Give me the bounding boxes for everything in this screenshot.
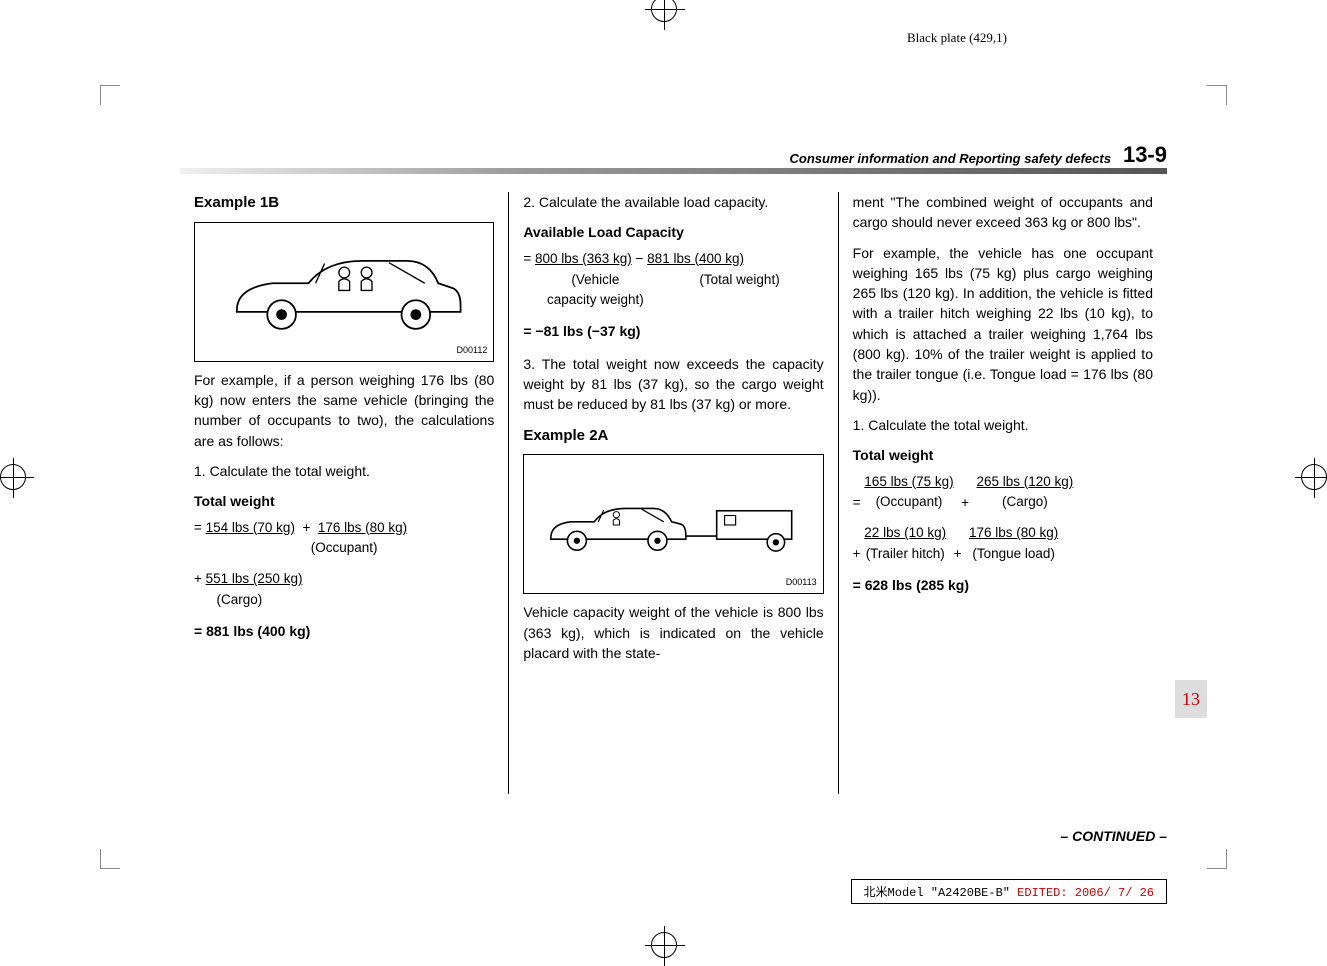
formula-line2: + 22 lbs (10 kg)(Trailer hitch) + 176 lb… <box>853 523 1153 565</box>
content-columns: Example 1B D00112 For example, if a pers… <box>180 192 1167 794</box>
car-trailer-icon <box>539 469 807 579</box>
plate-label: Black plate (429,1) <box>907 30 1007 46</box>
paragraph: ment "The combined weight of occupants a… <box>853 192 1153 233</box>
crop-mark-left <box>0 464 26 490</box>
formula-occupant: = 154 lbs (70 kg) + 176 lbs (80 kg) (Occ… <box>194 518 494 560</box>
example-2a-heading: Example 2A <box>523 425 823 447</box>
page-header: Consumer information and Reporting safet… <box>180 140 1167 168</box>
step: 1. Calculate the total weight. <box>853 415 1153 435</box>
column-3: ment "The combined weight of occupants a… <box>838 192 1167 794</box>
chapter-tab: 13 <box>1175 680 1207 718</box>
paragraph: Vehicle capacity weight of the vehicle i… <box>523 602 823 663</box>
illus-code: D00112 <box>456 344 487 357</box>
page-number: 13-9 <box>1123 142 1167 168</box>
crop-mark-right <box>1301 464 1327 490</box>
corner-br <box>1207 849 1227 869</box>
alc-label: Available Load Capacity <box>523 222 823 242</box>
footer-edited: EDITED: 2006/ 7/ 26 <box>1017 886 1154 900</box>
formula-line1: = 165 lbs (75 kg)(Occupant) + 265 lbs (1… <box>853 472 1153 514</box>
illustration-d00113: D00113 <box>523 454 823 594</box>
crop-mark-top <box>651 0 677 22</box>
corner-bl <box>100 849 120 869</box>
result-628: = 628 lbs (285 kg) <box>853 575 1153 595</box>
example-1b-heading: Example 1B <box>194 192 494 214</box>
result-neg81: = −81 lbs (−37 kg) <box>523 321 823 341</box>
total-weight-label: Total weight <box>853 445 1153 465</box>
step: 1. Calculate the total weight. <box>194 461 494 481</box>
corner-tr <box>1207 85 1227 105</box>
paragraph: For example, if a person weighing 176 lb… <box>194 370 494 451</box>
crop-mark-bottom <box>651 932 677 958</box>
formula-cargo: + 551 lbs (250 kg) (Cargo) <box>194 569 494 611</box>
column-1: Example 1B D00112 For example, if a pers… <box>180 192 508 794</box>
step: 2. Calculate the available load capacity… <box>523 192 823 212</box>
paragraph: 3. The total weight now exceeds the capa… <box>523 354 823 415</box>
total-weight-label: Total weight <box>194 491 494 511</box>
result-881: = 881 lbs (400 kg) <box>194 621 494 641</box>
corner-tl <box>100 85 120 105</box>
illustration-d00112: D00112 <box>194 222 494 362</box>
section-title: Consumer information and Reporting safet… <box>790 151 1111 168</box>
car-two-occupants-icon <box>210 237 478 347</box>
continued-label: – CONTINUED – <box>1060 828 1167 844</box>
column-2: 2. Calculate the available load capacity… <box>508 192 837 794</box>
footer-prefix: 北米Model "A2420BE-B" <box>864 886 1018 900</box>
footer-model-info: 北米Model "A2420BE-B" EDITED: 2006/ 7/ 26 <box>851 879 1167 904</box>
illus-code: D00113 <box>786 576 817 589</box>
paragraph: For example, the vehicle has one occupan… <box>853 243 1153 405</box>
formula-alc: = 800 lbs (363 kg) − 881 lbs (400 kg) (V… <box>523 249 823 312</box>
